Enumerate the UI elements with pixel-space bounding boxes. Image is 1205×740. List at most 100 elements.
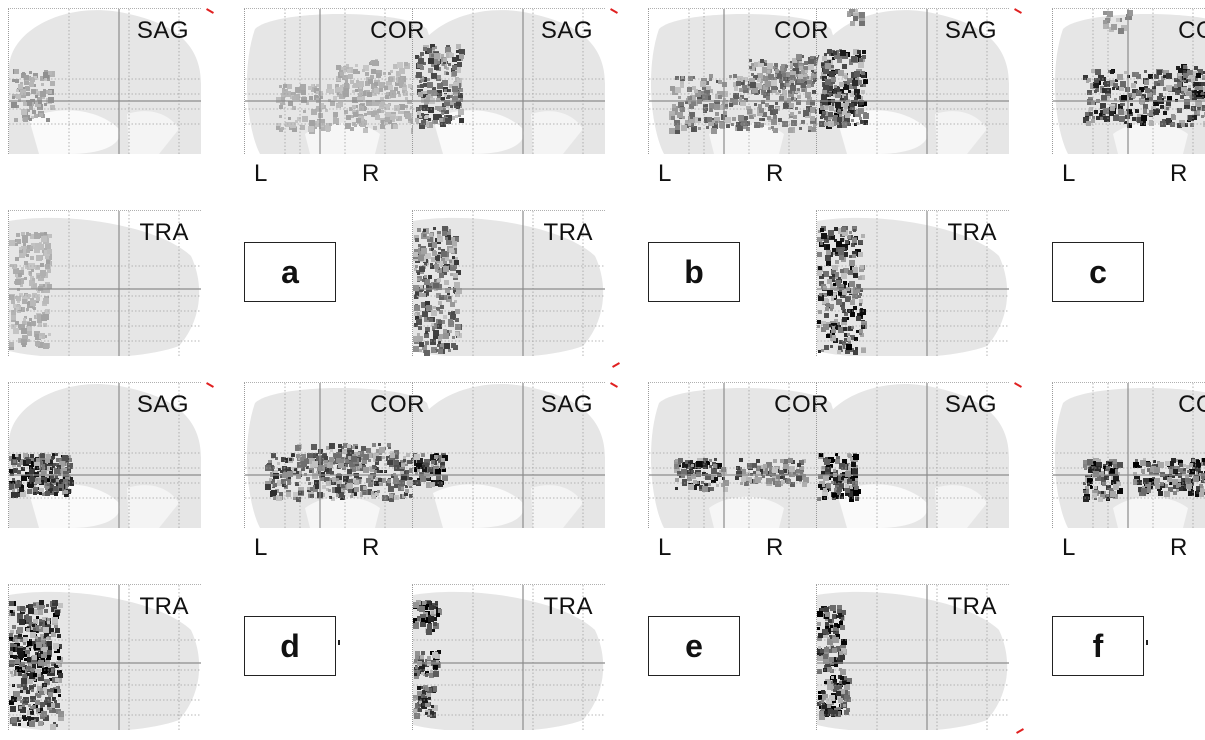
tra-grid-lines (413, 211, 605, 356)
left-orientation-label: L (254, 160, 268, 187)
brain-tra-image (9, 211, 201, 356)
sag-activation-cluster (415, 44, 465, 129)
tra-view-label: TRA (139, 593, 189, 620)
brain-view-cor-c: COR (1052, 8, 1205, 154)
red-corner-marker (206, 8, 214, 14)
brain-view-cor-e: COR (648, 382, 841, 528)
sag-view-label: SAG (136, 17, 189, 44)
cor-grid-lines (649, 383, 841, 528)
right-orientation-label: R (362, 534, 380, 561)
sag-view-label: SAG (540, 391, 593, 418)
brain-view-tra-c: TRA (816, 210, 1009, 356)
panel-letter: a (281, 253, 299, 290)
tra-activation-cluster (9, 600, 64, 730)
left-orientation-label: L (658, 534, 672, 561)
red-corner-marker (1014, 8, 1022, 14)
tra-activation-cluster (9, 232, 52, 350)
brain-view-sag-d: SAG (8, 382, 201, 528)
tra-view-label: TRA (947, 593, 997, 620)
sag-view-label: SAG (540, 17, 593, 44)
cor-grid-lines (1053, 9, 1205, 154)
tra-brain-outline (413, 591, 604, 730)
cor-view-label: COR (1178, 17, 1205, 44)
tra-view-label: TRA (139, 219, 189, 246)
sag-grid-lines (9, 9, 201, 154)
sag-activation-cluster (817, 453, 861, 502)
sag-brain-outline (413, 384, 605, 528)
panel-letter: d (280, 627, 300, 664)
brain-tra-image (413, 211, 605, 356)
cor-brain-outline (650, 388, 839, 528)
left-orientation-label: L (1062, 160, 1076, 187)
cor-view-label: COR (370, 17, 425, 44)
right-orientation-label: R (1170, 534, 1188, 561)
cor-view-label: COR (1178, 391, 1205, 418)
brain-view-sag-b: SAG (412, 8, 605, 154)
brain-cor-image (245, 383, 437, 528)
brain-view-sag-c: SAG (816, 8, 1009, 154)
brain-view-cor-d: COR (244, 382, 437, 528)
sag-grid-lines (817, 383, 1009, 528)
sag-brain-outline (817, 384, 1009, 528)
sag-activation-cluster (413, 453, 448, 488)
brain-view-sag-e: SAG (412, 382, 605, 528)
tra-view-label: TRA (543, 593, 593, 620)
cor-activation-cluster (276, 59, 427, 134)
brain-cor-image (649, 383, 841, 528)
tra-grid-lines (9, 211, 201, 356)
brain-cor-image (649, 9, 841, 154)
panel-letter-box: f (1052, 616, 1144, 676)
brain-tra-image (817, 211, 1009, 356)
tra-activation-cluster (413, 226, 462, 356)
brain-view-sag-f: SAG (816, 382, 1009, 528)
cor-grid-lines (649, 9, 841, 154)
brain-view-tra-f: TRA (816, 584, 1009, 730)
panel-letter-box: e (648, 616, 740, 676)
box-edge-mark (1146, 640, 1148, 645)
right-orientation-label: R (766, 160, 784, 187)
cor-activation-cluster (1083, 458, 1205, 502)
tra-view-label: TRA (947, 219, 997, 246)
brain-view-cor-a: COR (244, 8, 437, 154)
cor-view-label: COR (370, 391, 425, 418)
cor-grid-lines (245, 9, 437, 154)
red-corner-marker (1016, 728, 1024, 734)
panel-letter-box: c (1052, 242, 1144, 302)
panel-letter: e (685, 627, 703, 664)
brain-cor-image (245, 9, 437, 154)
tra-grid-lines (9, 585, 201, 730)
brain-sag-image (413, 383, 605, 528)
red-corner-marker (612, 362, 620, 368)
tra-activation-cluster (817, 605, 852, 720)
brain-sag-image (413, 9, 605, 154)
cor-view-label: COR (774, 17, 829, 44)
tra-grid-lines (413, 585, 605, 730)
panel-letter-box: d (244, 616, 336, 676)
brain-cor-image (1053, 383, 1205, 528)
sag-grid-lines (413, 383, 605, 528)
brain-sag-image (817, 9, 1009, 154)
cor-grid-lines (1053, 383, 1205, 528)
box-edge-mark (338, 640, 340, 645)
brain-view-cor-b: COR (648, 8, 841, 154)
sag-grid-lines (413, 9, 605, 154)
panel-letter-box: b (648, 242, 740, 302)
tra-brain-outline (9, 217, 200, 356)
brain-sag-image (9, 9, 201, 154)
sag-grid-lines (817, 9, 1009, 154)
brain-view-tra-e: TRA (412, 584, 605, 730)
sag-brain-outline (9, 10, 201, 154)
red-corner-marker (610, 382, 618, 388)
panel-letter: b (684, 253, 704, 290)
sag-view-label: SAG (136, 391, 189, 418)
panel-letter: f (1092, 627, 1104, 664)
brain-view-cor-f: COR (1052, 382, 1205, 528)
brain-tra-image (9, 585, 201, 730)
panel-letter: c (1089, 253, 1107, 290)
red-corner-marker (206, 382, 214, 388)
red-corner-marker (1014, 382, 1022, 388)
brain-view-tra-d: TRA (8, 584, 201, 730)
brain-tra-image (413, 585, 605, 730)
red-corner-marker (610, 8, 618, 14)
tra-view-label: TRA (543, 219, 593, 246)
